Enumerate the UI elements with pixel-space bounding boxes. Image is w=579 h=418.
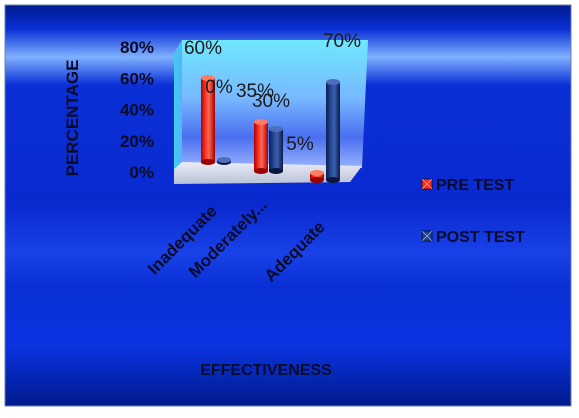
plot-back-wall	[182, 40, 368, 170]
data-label: 35%	[236, 81, 274, 102]
bar-post-test	[326, 79, 340, 183]
bar-post-test	[269, 126, 283, 174]
legend-item: POST TEST	[421, 229, 525, 246]
data-label: 60%	[184, 38, 222, 59]
bar-pre-test	[201, 75, 215, 165]
data-label: 70%	[323, 31, 361, 52]
bar-post-test	[217, 157, 231, 165]
bars-layer	[201, 75, 340, 183]
legend-label: PRE TEST	[436, 177, 514, 194]
bar-pre-test	[254, 119, 268, 174]
y-axis-ticks: 0% 20% 40% 60% 80%	[120, 38, 154, 182]
data-label: 5%	[286, 134, 314, 155]
data-label: 0%	[205, 77, 233, 98]
y-axis-title: PERCENTAGE	[63, 60, 82, 177]
plot-side-wall	[174, 40, 182, 184]
legend: PRE TEST POST TEST	[421, 177, 525, 246]
y-tick-label: 80%	[120, 38, 154, 57]
y-tick-label: 60%	[120, 69, 154, 88]
y-tick-label: 20%	[120, 132, 154, 151]
data-label: 30%	[252, 91, 290, 112]
legend-item: PRE TEST	[421, 177, 514, 194]
data-labels-layer: 60% 0% 35%30% 5% 70%	[184, 31, 361, 155]
y-tick-label: 0%	[129, 163, 154, 182]
y-tick-label: 40%	[120, 101, 154, 120]
x-axis-title: EFFECTIVENESS	[200, 362, 332, 379]
bar-pre-test	[310, 170, 324, 183]
legend-label: POST TEST	[436, 229, 525, 246]
